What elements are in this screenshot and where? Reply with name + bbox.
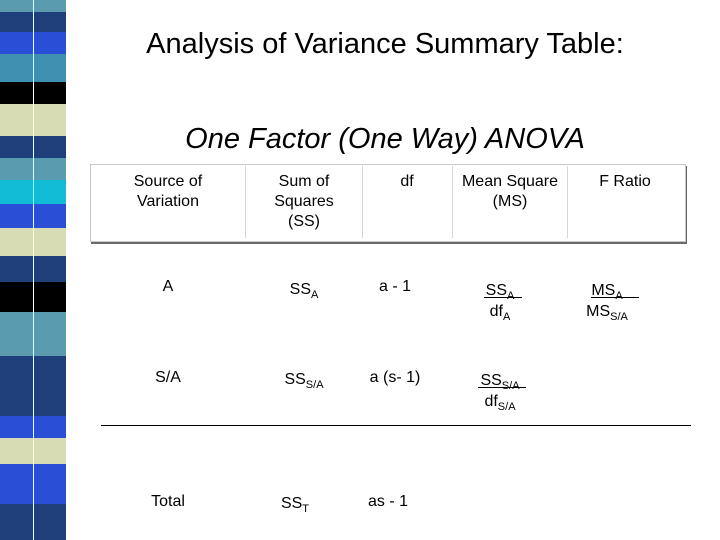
table-rule — [101, 425, 691, 426]
header-divider — [245, 166, 246, 238]
header-df: df — [400, 173, 414, 190]
row-total-ss: SST — [280, 495, 310, 515]
fraction-bar — [478, 387, 526, 388]
row-sa-source: S/A — [155, 369, 181, 386]
row-a-f-ratio: MSA MSS/A — [586, 282, 628, 323]
fraction-bar — [591, 297, 639, 298]
header-divider — [452, 166, 453, 238]
row-a-source: A — [162, 278, 174, 295]
header-f-ratio: F Ratio — [599, 173, 651, 190]
row-total-df: as - 1 — [367, 493, 408, 510]
header-divider — [362, 166, 363, 238]
slide-subtitle: One Factor (One Way) ANOVA — [185, 123, 585, 155]
table-header-box — [90, 164, 686, 242]
header-mean-square: Mean Square (MS) — [461, 173, 559, 210]
row-a-df: a - 1 — [378, 278, 411, 295]
header-sum-of-squares: Sum of Squares (SS) — [274, 173, 334, 230]
fraction-bar — [484, 297, 522, 298]
decorative-side-strip — [0, 0, 66, 540]
row-a-mean-square: SSA dfA — [485, 282, 515, 323]
row-sa-df: a (s- 1) — [369, 369, 421, 386]
header-source: Source of Variation — [133, 173, 203, 210]
slide-title: Analysis of Variance Summary Table: — [146, 28, 624, 60]
row-a-ss: SSA — [289, 281, 319, 301]
strip-divider — [33, 0, 34, 540]
row-sa-mean-square: SSS/A dfS/A — [480, 372, 520, 413]
row-sa-ss: SSS/A — [284, 371, 324, 391]
header-divider — [567, 166, 568, 238]
row-total-source: Total — [151, 493, 185, 510]
